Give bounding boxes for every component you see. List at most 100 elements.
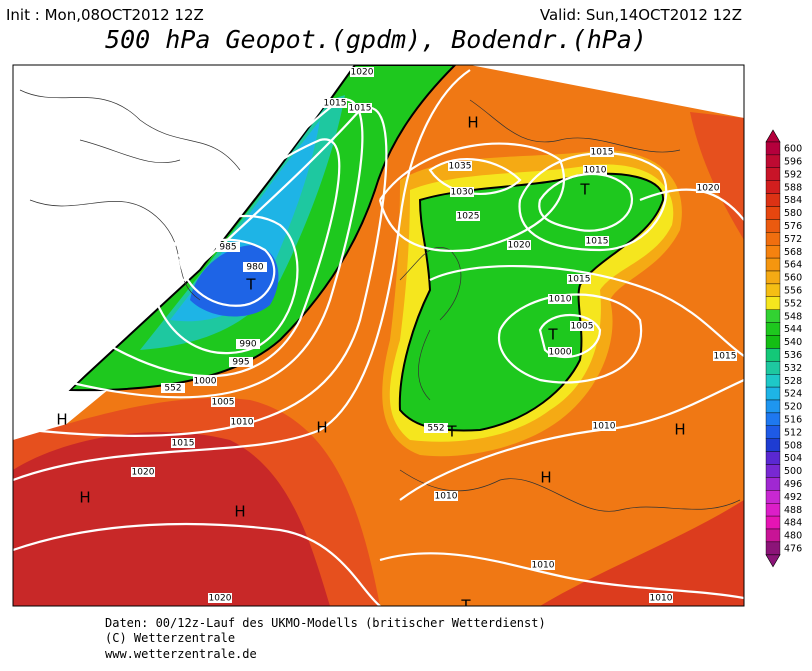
- colorbar-swatch: [765, 335, 781, 349]
- isobar-label: 1015: [324, 99, 347, 109]
- colorbar-swatch: [765, 515, 781, 530]
- isobar-label: 1025: [457, 212, 480, 222]
- isobar-label: 1020: [697, 184, 720, 194]
- colorbar-swatch: [765, 296, 781, 310]
- colorbar-swatch: [765, 206, 781, 220]
- pressure-center: H: [316, 419, 327, 437]
- isobar-label: 1010: [435, 492, 458, 502]
- isobar-label: 1010: [549, 295, 572, 305]
- isobar-label: 1015: [568, 275, 591, 285]
- isobar-label: 1020: [351, 68, 374, 78]
- colorbar-label: 480: [784, 531, 802, 542]
- isobar-label-bg: [570, 321, 594, 331]
- isobar-label: 990: [239, 340, 256, 350]
- isobar-label: 1015: [172, 439, 195, 449]
- isobar-label-bg: [548, 294, 572, 304]
- isobar-label-bg: [448, 161, 472, 171]
- isobar-label-bg: [590, 147, 614, 157]
- isobar-label: 1010: [593, 422, 616, 432]
- colorbar-label: 572: [784, 234, 802, 245]
- isobar-label-bg: [456, 211, 480, 221]
- colorbar-swatch: [765, 399, 781, 414]
- isobar-label: 1020: [132, 468, 155, 478]
- isobar-label-bg: [229, 357, 253, 367]
- isobar-label-bg: [592, 421, 616, 431]
- isobar-label-bg: [171, 438, 195, 448]
- colorbar-label: 564: [784, 260, 802, 271]
- isobar-label-bg: [348, 103, 372, 113]
- isobar-label-bg: [208, 593, 232, 603]
- field-red-ne: [690, 112, 744, 240]
- colorbar-swatch: [765, 348, 781, 362]
- isobar-label-bg: [585, 236, 609, 246]
- isobar-label-bg: [507, 240, 531, 250]
- isobar-label-bg: [649, 593, 673, 603]
- isobar-label-bg: [216, 242, 240, 252]
- isobar-label: 1000: [549, 348, 572, 358]
- isobar-label-bg: [567, 274, 591, 284]
- colorbar-label: 488: [784, 505, 802, 516]
- isobar-label: 1020: [508, 241, 531, 251]
- colorbar-label: 516: [784, 414, 802, 425]
- colorbar-label: 508: [784, 440, 802, 451]
- isobar-label: 1005: [212, 398, 235, 408]
- colorbar-arrow-top: [765, 129, 781, 143]
- isobar-label-bg: [161, 383, 185, 393]
- pressure-center: T: [245, 276, 256, 294]
- colorbar-swatch: [765, 270, 781, 285]
- pressure-center: H: [467, 114, 478, 132]
- isobar-label-bg: [350, 67, 374, 77]
- pressure-center: H: [79, 489, 90, 507]
- colorbar-label: 524: [784, 389, 802, 400]
- isobar-label: 1005: [571, 322, 594, 332]
- colorbar-swatch: [765, 374, 781, 388]
- isobar-label-bg: [323, 98, 347, 108]
- valid-time: Valid: Sun,14OCT2012 12Z: [540, 6, 742, 24]
- colorbar-swatch: [765, 490, 781, 504]
- isobar-label-bg: [230, 417, 254, 427]
- colorbar-label: 500: [784, 466, 802, 477]
- colorbar-label: 576: [784, 221, 802, 232]
- pressure-center: T: [547, 326, 558, 344]
- colorbar-swatch: [765, 528, 781, 543]
- isobar-label: 1010: [584, 166, 607, 176]
- isobar-label-bg: [131, 467, 155, 477]
- colorbar-label: 520: [784, 402, 802, 413]
- colorbar-swatch: [765, 232, 781, 246]
- isobar-label: 1000: [194, 377, 217, 387]
- field-cyan: [170, 120, 320, 322]
- colorbar-label: 568: [784, 247, 802, 258]
- field-red-east: [540, 500, 744, 606]
- colorbar-label: 512: [784, 427, 802, 438]
- isobar-label-bg: [243, 262, 267, 272]
- isobar-label: 1015: [591, 148, 614, 158]
- colorbar-swatch: [765, 451, 781, 465]
- isobar-label: 995: [232, 358, 249, 368]
- pressure-center: H: [674, 421, 685, 439]
- colorbar-label: 532: [784, 363, 802, 374]
- colorbar-swatch: [765, 438, 781, 452]
- isobar-label-bg: [696, 183, 720, 193]
- colorbar-label: 556: [784, 285, 802, 296]
- colorbar-label: 552: [784, 298, 802, 309]
- colorbar-label: 484: [784, 518, 802, 529]
- colorbar-label: 492: [784, 492, 802, 503]
- isobar-label: 1010: [231, 418, 254, 428]
- colorbar-swatch: [765, 412, 781, 426]
- colorbar-swatch: [765, 283, 781, 297]
- isobar-label-bg: [713, 351, 737, 361]
- colorbar-swatch: [765, 386, 781, 401]
- footer-line: Daten: 00/12z-Lauf des UKMO-Modells (bri…: [105, 616, 546, 630]
- pressure-center: H: [234, 503, 245, 521]
- footer-line: (C) Wetterzentrale: [105, 631, 235, 645]
- map-frame: [12, 64, 745, 607]
- isobar-label: 1010: [532, 561, 555, 571]
- colorbar-label: 592: [784, 169, 802, 180]
- colorbar-swatch: [765, 244, 781, 259]
- colorbar-label: 588: [784, 182, 802, 193]
- colorbar-swatch: [765, 141, 781, 156]
